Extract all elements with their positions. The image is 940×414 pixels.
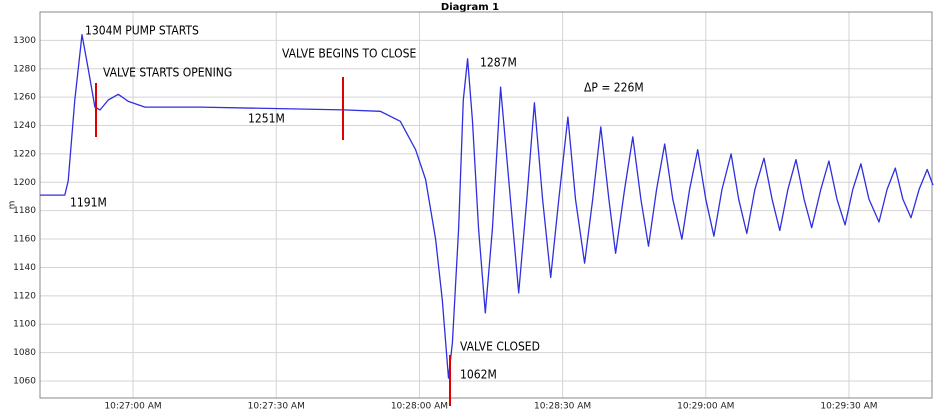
y-tick-label: 1260 bbox=[13, 93, 36, 103]
y-tick-label: 1140 bbox=[13, 263, 36, 273]
y-tick-label: 1300 bbox=[13, 36, 36, 46]
plot-frame bbox=[39, 11, 933, 399]
data-line bbox=[40, 34, 934, 379]
annotation: VALVE CLOSED bbox=[460, 340, 540, 354]
y-tick-label: 1200 bbox=[13, 178, 36, 188]
x-tick-label: 10:27:00 AM bbox=[104, 402, 161, 412]
annotation: VALVE BEGINS TO CLOSE bbox=[282, 47, 416, 61]
annotation: 1251M bbox=[248, 112, 285, 126]
y-tick-label: 1160 bbox=[13, 235, 36, 245]
y-tick-label: 1060 bbox=[13, 376, 36, 386]
annotation: 1304M PUMP STARTS bbox=[85, 24, 199, 38]
annotation: VALVE STARTS OPENING bbox=[103, 66, 232, 80]
x-tick-label: 10:28:30 AM bbox=[534, 402, 591, 412]
x-tick-label: 10:27:30 AM bbox=[248, 402, 305, 412]
annotation: ΔP = 226M bbox=[584, 81, 644, 95]
x-tick-label: 10:28:00 AM bbox=[391, 402, 448, 412]
y-tick-label: 1220 bbox=[13, 149, 36, 159]
y-tick-label: 1280 bbox=[13, 64, 36, 74]
chart-title: Diagram 1 bbox=[441, 2, 499, 13]
grid bbox=[40, 12, 932, 398]
x-tick-label: 10:29:00 AM bbox=[677, 402, 734, 412]
x-tick-label: 10:29:30 AM bbox=[820, 402, 877, 412]
y-tick-label: 1240 bbox=[13, 121, 36, 131]
y-tick-label: 1080 bbox=[13, 348, 36, 358]
marks bbox=[40, 34, 934, 379]
y-axis-label: m bbox=[8, 201, 18, 210]
y-tick-label: 1120 bbox=[13, 291, 36, 301]
y-tick-label: 1180 bbox=[13, 206, 36, 216]
annotation: 1062M bbox=[460, 368, 497, 382]
y-tick-label: 1100 bbox=[13, 320, 36, 330]
annotation: 1287M bbox=[480, 56, 517, 70]
annotation: 1191M bbox=[70, 196, 107, 210]
